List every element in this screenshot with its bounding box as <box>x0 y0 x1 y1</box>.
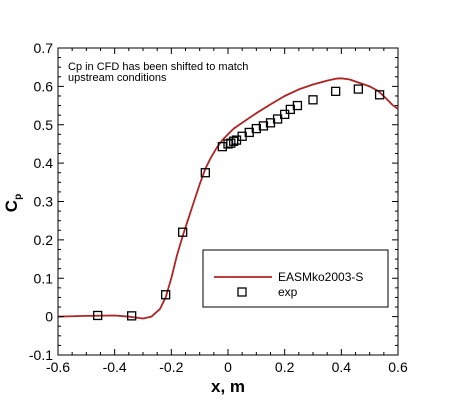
exp-data-point <box>226 138 236 148</box>
plot-series-lines <box>57 77 399 320</box>
exp-data-point <box>308 95 318 105</box>
y-tick-label: 0 <box>45 309 53 325</box>
exp-data-point <box>251 123 261 134</box>
exp-data-point <box>127 311 137 321</box>
y-tick-label: 0.3 <box>34 194 54 210</box>
y-axis-title-subscript: p <box>13 194 24 200</box>
y-tick-label: 0.6 <box>34 78 54 94</box>
legend: EASMko2003-S exp <box>202 249 389 308</box>
legend-entry-easmko2003-s: EASMko2003-S <box>278 270 363 284</box>
x-tick-label: 0.2 <box>275 359 295 375</box>
y-tick-label: 0.4 <box>34 155 54 171</box>
exp-data-point <box>93 310 103 321</box>
y-axis-title: Cp <box>2 194 24 212</box>
legend-entry-exp: exp <box>278 285 298 299</box>
x-tick-label: -0.6 <box>46 359 70 375</box>
y-axis-title-main: C <box>2 200 21 212</box>
annotation-note: Cp in CFD has been shifted to match upst… <box>68 61 248 84</box>
plot-series-markers <box>93 84 385 321</box>
x-tick-label: -0.2 <box>159 359 183 375</box>
plot-area-border <box>57 47 399 356</box>
exp-data-point <box>292 100 303 111</box>
exp-data-point <box>200 168 210 178</box>
y-tick-label: 0.1 <box>34 270 54 286</box>
y-tick-label: 0.7 <box>34 40 54 56</box>
x-tick-label: 0 <box>224 359 232 375</box>
x-tick-label: -0.4 <box>103 359 127 375</box>
exp-data-point <box>161 290 171 300</box>
axes-frame <box>57 47 399 356</box>
y-tick-label: -0.1 <box>29 347 53 363</box>
axis-tick-labels: -0.6 -0.4 -0.2 0 0.2 0.4 0.6 -0.1 0 0.1 0.2 0.3 0.4 0… <box>29 40 408 375</box>
exp-data-point <box>331 86 341 97</box>
series-line-easmko2003-s <box>57 77 399 320</box>
exp-data-point <box>374 90 385 100</box>
x-tick-label: 0.4 <box>332 359 352 375</box>
x-tick-label: 0.6 <box>388 359 408 375</box>
axis-ticks <box>57 47 399 356</box>
y-tick-label: 0.2 <box>34 232 54 248</box>
y-tick-label: 0.5 <box>34 117 54 133</box>
legend-marker-swatch <box>237 287 247 297</box>
legend-box <box>202 249 389 308</box>
x-axis-title: x, m <box>211 377 245 396</box>
exp-data-point <box>178 227 188 237</box>
exp-data-point <box>280 109 290 120</box>
exp-data-point <box>353 84 363 94</box>
exp-data-point <box>258 121 269 131</box>
annotation-line-2: upstream conditions <box>68 72 167 84</box>
exp-data-point <box>229 136 239 146</box>
annotation-line-1: Cp in CFD has been shifted to match <box>68 61 248 73</box>
